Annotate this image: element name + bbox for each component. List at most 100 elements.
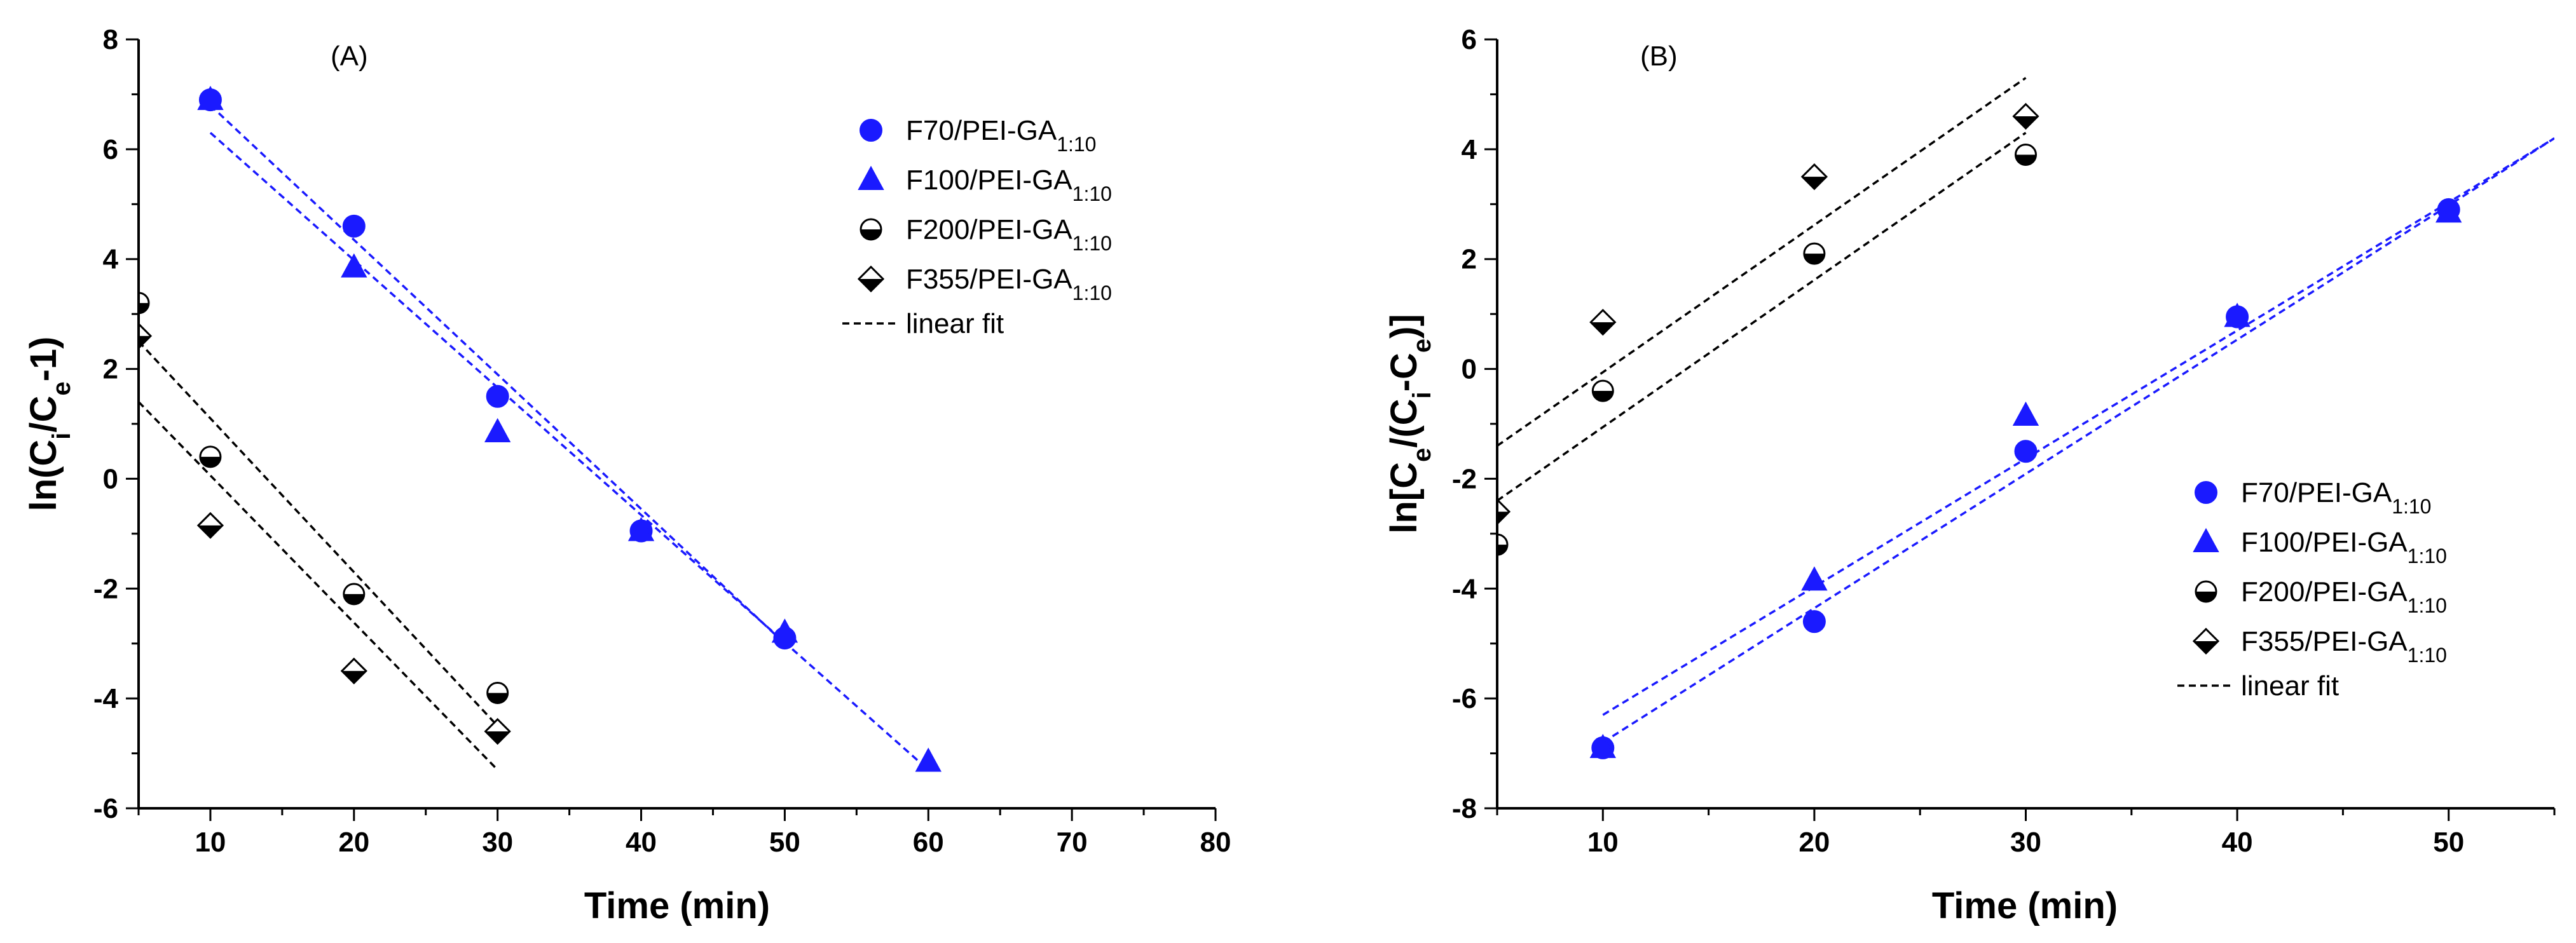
plot-area-a [139,85,942,772]
y-tick-label-a: 8 [103,24,118,55]
data-point-a [915,747,942,772]
data-point-b [1801,566,1828,591]
x-tick-label-a: 20 [338,827,369,858]
legend-b: F70/PEI-GA1:10 F100/PEI-GA1:10 F200/PEI-GA… [2177,477,2447,702]
fit-line-b-1 [1602,137,2554,743]
x-tick-label-a: 10 [195,827,226,858]
legend-marker-b-3 [2195,580,2217,603]
data-point-a [627,517,655,541]
x-tick-label-b: 30 [2010,827,2041,858]
fit-line-b-2 [1602,137,2554,716]
data-point-a [197,85,224,111]
data-point-b [2224,302,2251,327]
panel-a: 10 20 30 40 50 60 70 80 -6 -4 -2 0 2 4 6 8 (A) Time (mi… [23,24,1231,926]
data-point-b [1802,610,1826,634]
fit-line-b-4 [1497,77,2027,447]
data-point-b [2012,102,2039,130]
data-point-a [196,512,224,539]
data-point-b [1800,163,1828,191]
data-point-b [1589,733,1616,758]
y-tick-label-a: 2 [103,354,118,385]
data-point-a [486,384,509,408]
data-point-a [342,214,366,238]
panel-label-b: (B) [1640,41,1678,72]
data-point-b [2015,144,2037,166]
x-tick-label-b: 10 [1587,827,1619,858]
axes-a: 10 20 30 40 50 60 70 80 -6 -4 -2 0 2 4 6 8 [93,24,1231,858]
y-tick-label-b: 0 [1462,354,1477,385]
series-b-3 [1497,144,2037,556]
legend-marker-a-2 [858,165,884,190]
y-tick-label-b: 4 [1462,134,1477,165]
y-tick-label-a: -6 [93,793,118,824]
data-point-a [139,322,153,349]
panel-b: 10 20 30 40 50 -8 -6 -4 -2 0 2 4 6 (B) Time (min) ln… [1383,24,2556,926]
data-point-a [484,417,511,442]
data-point-b [2012,401,2039,426]
x-tick-label-a: 80 [1200,827,1231,858]
fit-line-a-1 [209,104,786,644]
legend-a: F70/PEI-GA1:10 F100/PEI-GA1:10 F200/PEI-GA… [842,115,1112,339]
fit-line-b-3 [1497,132,2027,502]
legend-label-b-3: F200/PEI-GA1:10 [2241,576,2447,617]
panel-label-a: (A) [331,41,368,72]
legend-label-b-1: F70/PEI-GA1:10 [2241,477,2431,518]
legend-label-a-1: F70/PEI-GA1:10 [906,115,1096,156]
legend-marker-b-2 [2193,527,2219,552]
series-a-3 [139,292,509,704]
x-axis-title-b: Time (min) [1932,885,2118,926]
y-axis-title-a: ln(Ci/Ce-1) [23,336,76,511]
data-point-a [340,657,367,685]
legend-marker-b-1 [2195,481,2217,504]
legend-label-b-2: F100/PEI-GA1:10 [2241,527,2447,567]
legend-marker-a-1 [860,119,882,142]
x-tick-label-a: 60 [913,827,944,858]
series-b-4 [1497,102,2039,526]
data-point-a [199,445,222,468]
y-tick-label-b: 2 [1462,244,1477,275]
y-tick-label-b: -6 [1452,683,1477,714]
legend-marker-a-3 [860,218,882,241]
data-point-b [1591,379,1614,402]
x-tick-label-b: 50 [2433,827,2464,858]
y-tick-label-b: 6 [1462,24,1477,55]
x-axis-title-a: Time (min) [584,885,770,926]
legend-marker-b-4 [2192,627,2220,655]
legend-fit-label-b: linear fit [2241,670,2339,702]
legend-label-b-4: F355/PEI-GA1:10 [2241,626,2447,667]
x-tick-label-a: 70 [1057,827,1088,858]
data-point-b [1803,242,1826,265]
y-axis-title-b: ln[Ce/(Ci-Ce)] [1383,314,1436,534]
x-tick-label-b: 20 [1798,827,1830,858]
data-point-a [486,682,509,704]
data-point-a [341,253,367,278]
axes-b: 10 20 30 40 50 -8 -6 -4 -2 0 2 4 6 [1452,24,2556,858]
series-a-2 [197,85,942,772]
y-tick-label-b: -4 [1452,573,1477,604]
data-point-a [771,618,798,643]
legend-fit-label-a: linear fit [906,308,1004,339]
x-tick-label-b: 40 [2222,827,2253,858]
y-tick-label-a: -4 [93,683,119,714]
data-point-b [2014,440,2038,463]
x-tick-label-a: 40 [626,827,657,858]
data-point-b [1589,308,1617,336]
x-tick-label-a: 30 [482,827,513,858]
y-tick-label-a: 0 [103,463,118,494]
data-point-b [2436,198,2462,223]
x-tick-label-a: 50 [769,827,800,858]
y-tick-label-a: -2 [93,573,118,604]
series-b-2 [1589,198,2462,758]
legend-label-a-4: F355/PEI-GA1:10 [906,264,1112,304]
legend-marker-a-4 [857,265,885,293]
y-tick-label-a: 4 [103,244,119,275]
data-point-a [139,292,150,315]
data-point-b [1497,498,1511,526]
data-point-b [1497,533,1509,556]
legend-label-a-2: F100/PEI-GA1:10 [906,165,1112,205]
data-point-a [484,717,511,745]
fit-line-a-2 [209,132,929,771]
legend-label-a-3: F200/PEI-GA1:10 [906,214,1112,255]
y-tick-label-a: 6 [103,134,118,165]
